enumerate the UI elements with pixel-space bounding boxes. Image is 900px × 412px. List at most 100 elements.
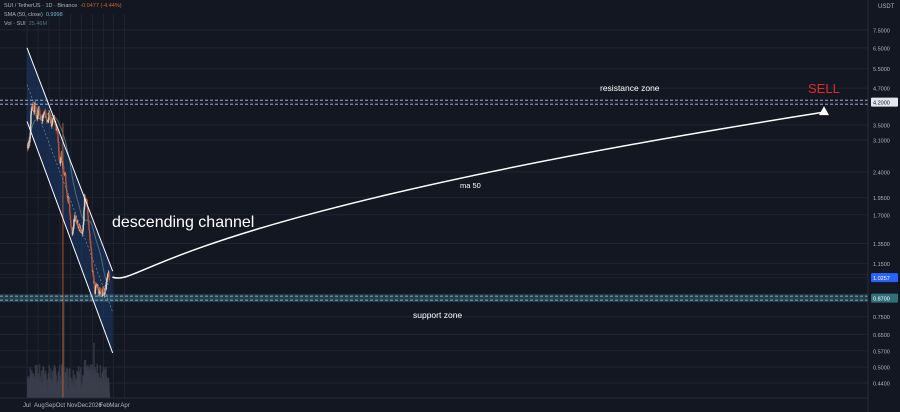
channel-lower-line[interactable] [26, 121, 114, 354]
candle [82, 224, 84, 230]
symbol-change: -0.0477 (-4.44%) [80, 3, 122, 9]
time-tick-label: Dec [77, 403, 88, 409]
candle [40, 117, 43, 119]
candle [82, 221, 85, 225]
volume-bar [46, 379, 48, 398]
descending-channel-label: descending channel [112, 214, 254, 231]
candle [84, 196, 86, 198]
candle [49, 115, 52, 121]
candle [68, 202, 71, 205]
candle [103, 289, 105, 292]
volume-value: 25.46M [28, 21, 48, 27]
price-tick-label: 6.5000 [873, 46, 890, 52]
candle [84, 197, 87, 198]
candle [29, 124, 32, 134]
time-tick-label: Sep [45, 403, 56, 409]
candle [86, 199, 88, 201]
candle [56, 128, 59, 132]
candle [57, 131, 59, 141]
time-tick-label: 2026 [88, 403, 102, 409]
candle [36, 115, 39, 120]
candle [45, 115, 47, 117]
currency-label: USDT [878, 4, 895, 10]
volume-legend[interactable]: Vol · SUI 25.46M [4, 21, 47, 27]
channel-upper-line[interactable] [26, 47, 114, 272]
candle [104, 288, 106, 293]
channel-fill [27, 47, 113, 353]
candle [76, 223, 79, 225]
candle [108, 273, 110, 281]
projection-arrow-head [819, 106, 829, 116]
candle [51, 121, 54, 125]
candle [33, 111, 35, 112]
candle [32, 104, 35, 107]
candle [69, 212, 71, 215]
candle [94, 290, 97, 294]
volume-bar [108, 391, 111, 398]
candle [91, 259, 93, 267]
price-tick-label: 1.7000 [873, 213, 890, 219]
candle [75, 218, 78, 221]
candle [88, 228, 91, 231]
candle [107, 273, 109, 275]
sma-label: SMA (50, close) [4, 12, 43, 18]
resistance-zone-label: resistance zone [600, 83, 660, 93]
candle [42, 114, 44, 116]
candle [104, 292, 106, 295]
candle [35, 111, 37, 113]
candle [62, 163, 65, 167]
candle [74, 215, 77, 220]
candle [72, 226, 75, 230]
candle [30, 110, 33, 115]
candle [100, 291, 103, 294]
candle [83, 207, 86, 211]
candle [60, 156, 62, 160]
sma-legend[interactable]: SMA (50, close) 0.9998 [4, 12, 63, 18]
candle [42, 114, 45, 115]
volume-bar [72, 369, 75, 398]
candle [101, 293, 103, 295]
candle [90, 252, 93, 260]
candle [58, 150, 60, 160]
candle [105, 281, 108, 283]
candle [62, 166, 65, 173]
price-tick-label: 0.5700 [873, 349, 890, 355]
candle [31, 108, 34, 110]
price-axis-background [868, 0, 900, 412]
candle [79, 230, 81, 231]
sell-label: SELL [808, 81, 840, 96]
candle [91, 266, 94, 273]
channel-midline [26, 84, 113, 313]
candle [33, 106, 35, 112]
candle [105, 282, 108, 290]
support-zone-label: support zone [413, 310, 462, 320]
candle [97, 284, 99, 291]
candle [59, 159, 62, 164]
time-tick-label: Jul [23, 403, 31, 409]
volume-bar [105, 376, 108, 398]
price-tick-label: 7.5000 [873, 29, 890, 35]
candle [89, 233, 91, 240]
time-tick-label: Nov [67, 403, 78, 409]
candle [87, 215, 89, 222]
symbol-label: SUI / TetherUS · 1D · Binance [4, 3, 78, 9]
candle [46, 119, 48, 122]
candle [57, 140, 60, 142]
candle [88, 230, 91, 234]
price-tick-label: 4.7000 [873, 87, 890, 93]
candle [47, 117, 50, 120]
candle [76, 220, 78, 224]
candle [44, 110, 47, 116]
candle [86, 206, 89, 208]
candle [35, 112, 38, 117]
candle [64, 172, 66, 176]
candle [72, 230, 74, 234]
support-zone-band [0, 294, 868, 303]
candle [55, 124, 57, 131]
volume-bar [66, 368, 69, 398]
time-tick-label: Mar [109, 403, 119, 409]
candle [38, 108, 41, 111]
sma-value: 0.9998 [45, 12, 63, 18]
